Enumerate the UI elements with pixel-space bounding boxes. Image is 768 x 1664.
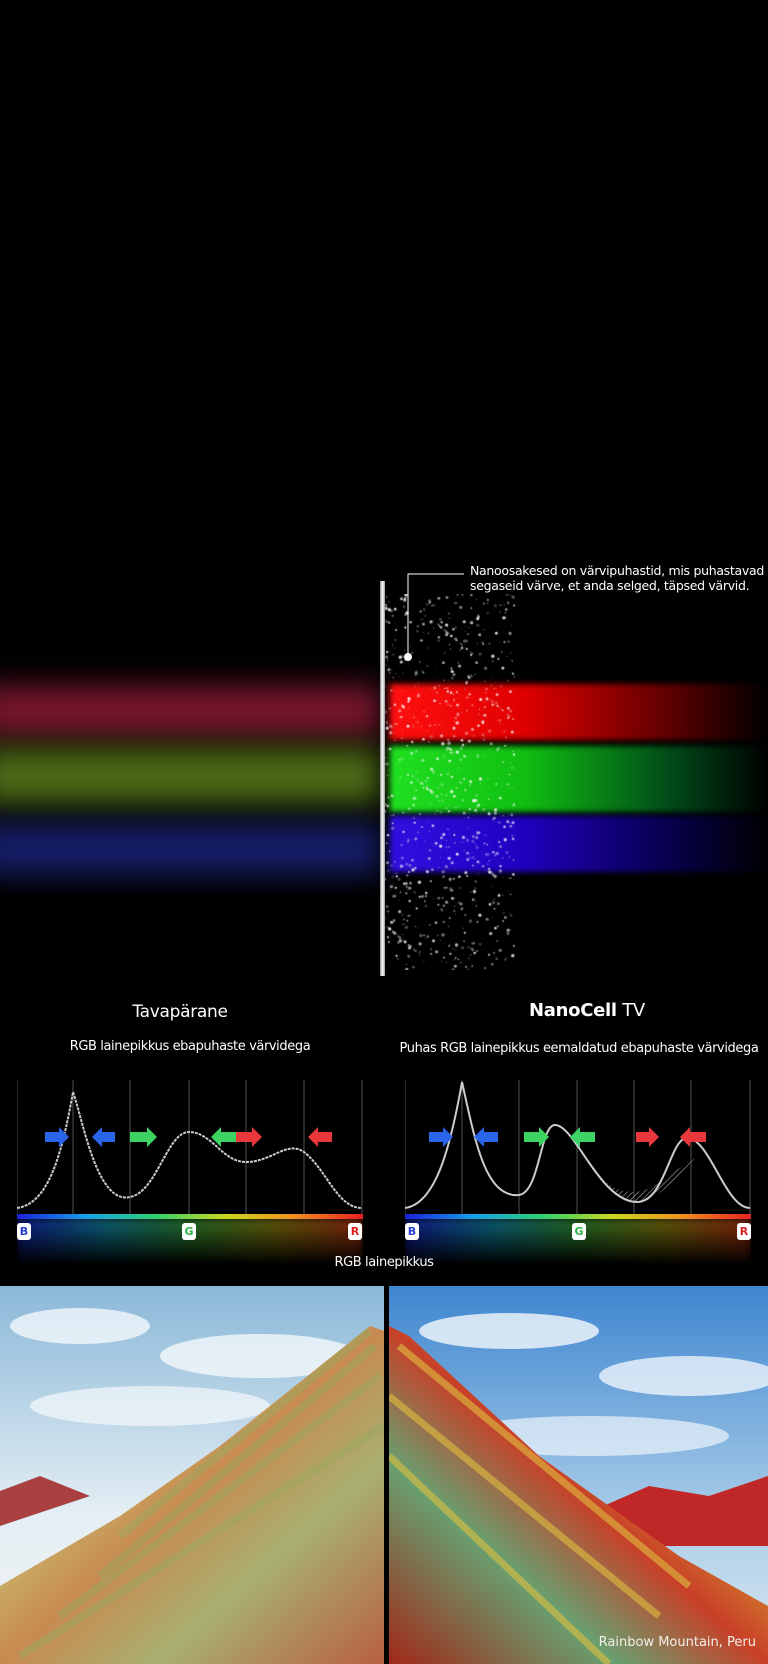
spectrum-curve xyxy=(17,1088,363,1209)
right-title-brand: NanoCell xyxy=(529,1000,617,1021)
right-label-b: B xyxy=(405,1223,419,1240)
callout-leader-line xyxy=(404,573,464,661)
conventional-red-band xyxy=(0,686,380,736)
left-wavelength-bar xyxy=(17,1214,363,1219)
blue-arrow-right-icon xyxy=(429,1127,453,1147)
red-arrow-right-icon xyxy=(636,1127,659,1147)
green-arrow-right-icon xyxy=(524,1127,549,1147)
nanocell-photo: Rainbow Mountain, Peru xyxy=(389,1286,768,1664)
blue-arrow-left-icon xyxy=(474,1127,498,1147)
green-arrow-right-icon xyxy=(130,1127,157,1147)
red-arrow-left-icon xyxy=(308,1127,332,1147)
red-arrow-right-icon xyxy=(236,1127,262,1147)
right-label-r: R xyxy=(737,1223,751,1240)
conventional-photo xyxy=(0,1286,384,1664)
red-arrow-left-icon xyxy=(680,1127,706,1147)
grid-lines xyxy=(17,1080,363,1214)
right-title-suffix: TV xyxy=(616,1000,645,1021)
left-label-b: B xyxy=(17,1223,31,1240)
filter-divider xyxy=(380,581,385,976)
left-subtitle: RGB lainepikkus ebapuhaste värvidega xyxy=(69,1039,311,1054)
removed-impurity-area xyxy=(570,1142,695,1202)
right-subtitle: Puhas RGB lainepikkus eemaldatud ebapuha… xyxy=(399,1041,759,1056)
axis-title: RGB lainepikkus xyxy=(334,1255,434,1270)
left-title: Tavapärane xyxy=(132,1002,228,1022)
callout-text: Nanoosakesed on värvipuhastid, mis puhas… xyxy=(470,563,764,593)
right-label-g: G xyxy=(572,1223,586,1240)
photo-caption: Rainbow Mountain, Peru xyxy=(598,1635,756,1650)
right-wavelength-bar xyxy=(405,1214,751,1219)
conventional-blue-band xyxy=(0,824,380,874)
left-label-r: R xyxy=(348,1223,362,1240)
right-title: NanoCell TV xyxy=(407,1000,767,1021)
callout-line-1: Nanoosakesed on värvipuhastid, mis puhas… xyxy=(470,563,764,578)
blue-arrow-left-icon xyxy=(92,1127,115,1147)
green-arrow-left-icon xyxy=(570,1127,595,1147)
conventional-green-band xyxy=(0,748,380,804)
blue-arrow-right-icon xyxy=(45,1127,69,1147)
left-spectrum-chart xyxy=(17,1080,363,1214)
grid-lines xyxy=(405,1080,751,1214)
green-arrow-left-icon xyxy=(211,1127,236,1147)
photo-divider xyxy=(384,1286,389,1664)
left-label-g: G xyxy=(182,1223,196,1240)
callout-line-2: segaseid värve, et anda selged, täpsed v… xyxy=(470,578,750,593)
right-spectrum-chart xyxy=(405,1080,751,1214)
